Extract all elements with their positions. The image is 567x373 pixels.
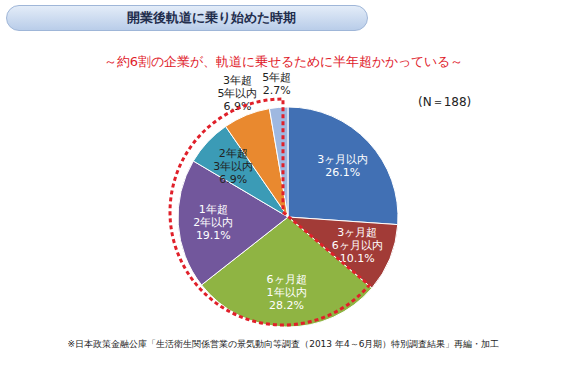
html-text:(N＝188): (N＝188) xyxy=(418,95,472,109)
svg-text:3年超5年以内6.9%: 3年超5年以内6.9% xyxy=(217,73,257,112)
svg-text:2年超3年以内6.9%: 2年超3年以内6.9% xyxy=(213,146,253,185)
html-text:開業後軌道に乗り始めた時期: 開業後軌道に乗り始めた時期 xyxy=(127,10,296,25)
svg-text:6ヶ月超1年以内28.2%: 6ヶ月超1年以内28.2% xyxy=(267,272,307,311)
svg-text:1年超2年以内19.1%: 1年超2年以内19.1% xyxy=(193,202,233,241)
svg-text:5年超2.7%: 5年超2.7% xyxy=(262,70,291,96)
svg-text:3ヶ月以内26.1%: 3ヶ月以内26.1% xyxy=(317,153,368,179)
svg-text:3ヶ月超6ヶ月以内10.1%: 3ヶ月超6ヶ月以内10.1% xyxy=(332,226,383,265)
html-text:※日本政策金融公庫「生活衛生関係営業の景気動向等調査（201: ※日本政策金融公庫「生活衛生関係営業の景気動向等調査（2013 年4～6月期）特… xyxy=(67,339,500,349)
html-text:～約6割の企業が、軌道に乗せるために半年超かかっている～: ～約6割の企業が、軌道に乗せるために半年超かかっている～ xyxy=(103,54,464,69)
